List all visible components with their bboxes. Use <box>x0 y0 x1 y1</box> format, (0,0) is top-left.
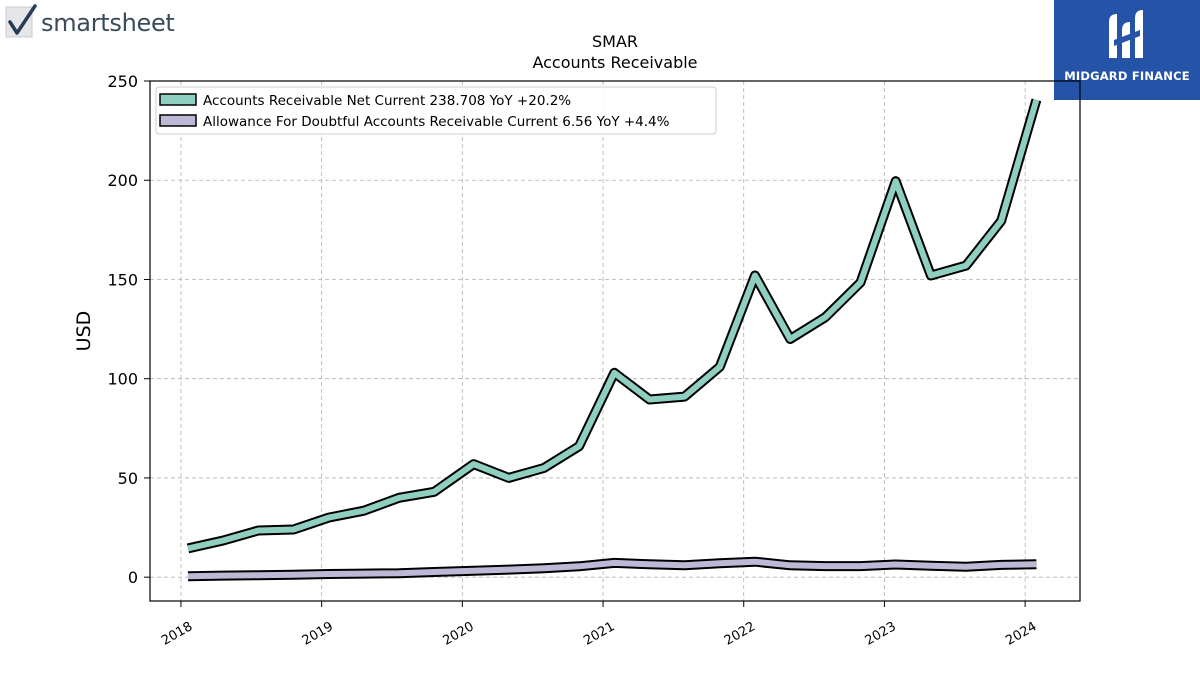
legend: Accounts Receivable Net Current 238.708 … <box>155 86 717 135</box>
x-tick-label: 2018 <box>159 619 195 649</box>
x-tick-label: 2023 <box>863 619 899 649</box>
series-line-0 <box>187 99 1040 552</box>
y-tick-label: 150 <box>107 270 138 289</box>
x-tick-label: 2022 <box>722 619 758 649</box>
smartsheet-logo: smartsheet <box>4 4 194 42</box>
grid <box>150 80 1080 601</box>
legend-swatch-accounts-receivable <box>159 93 197 106</box>
midgard-finance-label: MIDGARD FINANCE <box>1064 69 1190 83</box>
legend-label-accounts-receivable: Accounts Receivable Net Current 238.708 … <box>203 93 571 109</box>
smartsheet-wordmark: smartsheet <box>41 9 175 37</box>
series-line-outline-0 <box>186 98 1042 554</box>
x-axis: 2018 2019 2020 2021 2022 2023 2024 <box>159 601 1039 649</box>
checkmark-logo-icon <box>5 4 37 38</box>
y-axis-label: USD <box>73 311 95 352</box>
y-tick-label: 200 <box>107 171 138 190</box>
chart-title: SMAR <box>592 32 638 51</box>
y-axis: 0 50 100 150 200 250 <box>107 72 150 587</box>
series-layer <box>186 98 1042 582</box>
y-tick-label: 0 <box>128 568 138 587</box>
plot-frame <box>149 80 1081 602</box>
x-tick-label: 2020 <box>441 619 477 649</box>
legend-swatch-allowance <box>159 114 197 127</box>
x-tick-label: 2019 <box>300 619 336 649</box>
legend-label-allowance: Allowance For Doubtful Accounts Receivab… <box>203 114 670 130</box>
chart-subtitle: Accounts Receivable <box>532 53 697 72</box>
x-tick-label: 2021 <box>581 619 617 649</box>
x-tick-label: 2024 <box>1003 619 1039 649</box>
legend-box <box>155 86 717 135</box>
midgard-emblem-icon <box>1109 10 1143 58</box>
midgard-finance-logo: MIDGARD FINANCE <box>1054 0 1200 100</box>
y-tick-label: 100 <box>107 370 138 389</box>
y-tick-label: 50 <box>118 469 138 488</box>
y-tick-label: 250 <box>107 72 138 91</box>
